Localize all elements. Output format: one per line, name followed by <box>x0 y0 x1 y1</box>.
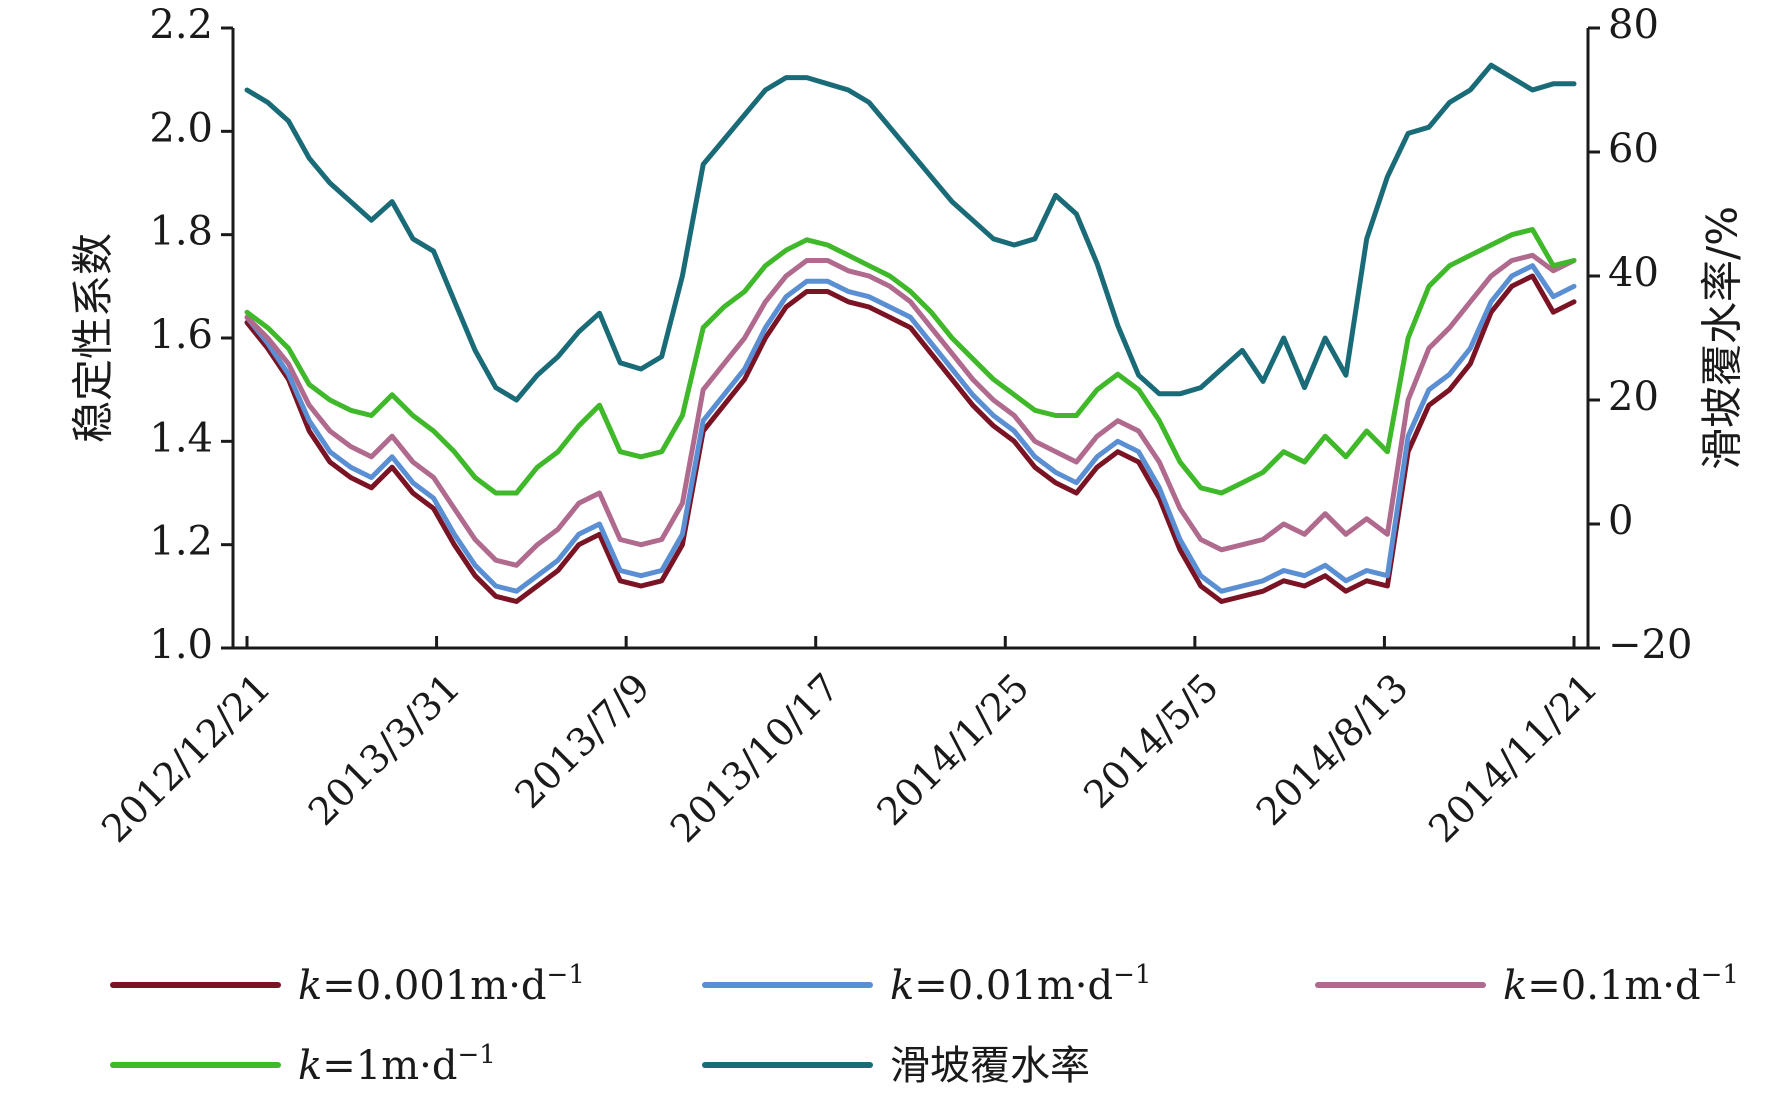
legend-k: k <box>298 963 322 1009</box>
legend-k: k <box>298 1043 322 1089</box>
series-line-1 <box>244 273 1577 604</box>
legend-label: k=0.1m·d−1 <box>1503 960 1739 1009</box>
x-tick-label: 2013/10/17 <box>662 665 848 851</box>
left-y-tick-label: 1.2 <box>149 519 213 565</box>
x-tick-label: 2014/8/13 <box>1248 665 1417 834</box>
legend: k=0.001m·d−1 k=0.01m·d−1 k=0.1m·d−1k=1m·d−… <box>110 960 1739 1089</box>
left-y-tick-label: 2.2 <box>149 2 213 48</box>
series-line-5 <box>244 62 1577 403</box>
x-tick-label: 2012/12/21 <box>93 665 279 851</box>
series-line-4 <box>244 227 1577 496</box>
legend-label: 滑坡覆水率 <box>890 1043 1090 1089</box>
legend-k: k <box>890 963 914 1009</box>
legend-label: k=0.001m·d−1 <box>298 960 585 1009</box>
x-ticks: 2012/12/21 2013/3/31 2013/7/9 2013/10/17 201… <box>93 636 1606 851</box>
x-tick-label: 2014/11/21 <box>1420 665 1606 851</box>
right-y-ticks: −20 0 20 40 60 80 <box>1588 2 1692 668</box>
left-y-tick-label: 1.0 <box>149 622 213 668</box>
legend-value: =0.1m·d <box>1527 963 1700 1009</box>
legend-superscript: −1 <box>457 1040 495 1070</box>
legend-superscript: −1 <box>1113 960 1151 990</box>
legend-value: =1m·d <box>322 1043 457 1089</box>
x-tick-label: 2014/1/25 <box>869 665 1038 834</box>
x-tick-label: 2014/5/5 <box>1075 665 1227 817</box>
x-tick-label: 2013/7/9 <box>507 665 659 817</box>
left-y-tick-label: 1.8 <box>149 209 213 255</box>
series-line-3 <box>244 252 1577 568</box>
legend-k: k <box>1503 963 1527 1009</box>
left-axis-title: 稳定性系数 <box>69 233 118 443</box>
legend-value: 滑坡覆水率 <box>890 1043 1090 1089</box>
left-y-ticks: 1.0 1.2 1.4 1.6 1.8 2.0 2.2 <box>149 2 233 668</box>
series-line-2 <box>244 263 1577 594</box>
right-y-tick-label: 40 <box>1608 250 1659 296</box>
right-y-tick-label: 0 <box>1608 498 1633 544</box>
right-y-tick-label: 80 <box>1608 2 1659 48</box>
legend-label: k=1m·d−1 <box>298 1040 496 1089</box>
right-y-tick-label: 60 <box>1608 126 1659 172</box>
legend-superscript: −1 <box>547 960 585 990</box>
x-tick-label: 2013/3/31 <box>300 665 469 834</box>
legend-value: =0.01m·d <box>914 963 1113 1009</box>
legend-value: =0.001m·d <box>322 963 546 1009</box>
left-y-tick-label: 2.0 <box>149 105 213 151</box>
series-lines <box>244 62 1577 604</box>
right-y-tick-label: 20 <box>1608 374 1659 420</box>
right-axis-title: 滑坡覆水率/% <box>1698 206 1747 470</box>
left-y-tick-label: 1.4 <box>149 415 213 461</box>
legend-label: k=0.01m·d−1 <box>890 960 1151 1009</box>
legend-superscript: −1 <box>1701 960 1739 990</box>
right-y-tick-label: −20 <box>1608 622 1692 668</box>
left-y-tick-label: 1.6 <box>149 312 213 358</box>
